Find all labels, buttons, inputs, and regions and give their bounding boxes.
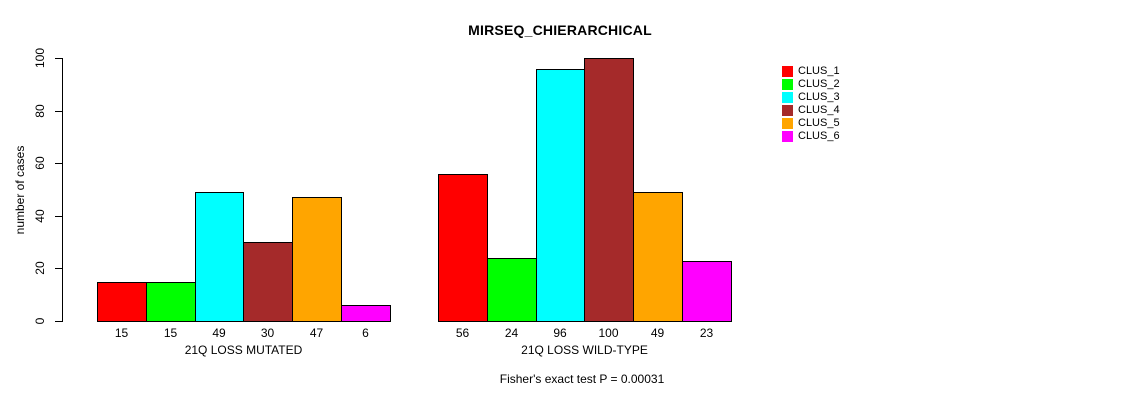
y-axis-tick [55, 216, 62, 217]
y-axis-tick-label: 40 [33, 209, 47, 223]
x-group-label: 21Q LOSS WILD-TYPE [521, 343, 648, 357]
bar-clus_3-group1 [195, 192, 244, 322]
chart-title: MIRSEQ_CHIERARCHICAL [468, 22, 652, 38]
legend-item: CLUS_4 [782, 104, 840, 117]
legend-item: CLUS_3 [782, 91, 840, 104]
bar-clus_3-group2 [536, 69, 585, 322]
legend-color-swatch [782, 66, 793, 77]
y-axis-tick-label: 100 [33, 47, 47, 69]
legend-color-swatch [782, 92, 793, 103]
bar-value-label: 15 [163, 326, 178, 340]
y-axis-tick-label: 0 [33, 317, 47, 325]
y-axis-tick [55, 111, 62, 112]
bar-value-label: 47 [309, 326, 324, 340]
bar-clus_1-group2 [438, 174, 488, 322]
legend-label: CLUS_6 [798, 130, 840, 142]
bar-value-label: 23 [699, 326, 714, 340]
legend-label: CLUS_4 [798, 104, 840, 116]
legend-label: CLUS_3 [798, 91, 840, 103]
bar-value-label: 49 [650, 326, 665, 340]
legend-item: CLUS_5 [782, 117, 840, 130]
bar-value-label: 56 [455, 326, 470, 340]
bar-clus_1-group1 [97, 282, 147, 322]
bar-value-label: 6 [362, 326, 369, 340]
bar-value-label: 15 [114, 326, 129, 340]
legend-item: CLUS_1 [782, 65, 840, 78]
x-group-label: 21Q LOSS MUTATED [184, 343, 303, 357]
legend-color-swatch [782, 105, 793, 116]
legend-color-swatch [782, 131, 793, 142]
bar-value-label: 100 [598, 326, 619, 340]
legend-color-swatch [782, 79, 793, 90]
bar-value-label: 30 [260, 326, 275, 340]
bar-clus_2-group1 [146, 282, 196, 322]
bar-clus_5-group2 [633, 192, 683, 322]
legend-item: CLUS_2 [782, 78, 840, 91]
y-axis-tick [55, 321, 62, 322]
legend-label: CLUS_1 [798, 65, 840, 77]
y-axis-tick-label: 60 [33, 156, 47, 170]
bar-clus_2-group2 [487, 258, 537, 322]
legend-item: CLUS_6 [782, 130, 840, 143]
bar-clus_5-group1 [292, 197, 342, 322]
legend-label: CLUS_2 [798, 78, 840, 90]
y-axis-tick [55, 268, 62, 269]
y-axis-line [62, 58, 63, 322]
bar-clus_6-group2 [682, 261, 732, 322]
bar-clus_6-group1 [341, 305, 391, 322]
legend-label: CLUS_5 [798, 117, 840, 129]
annotation-text: Fisher's exact test P = 0.00031 [499, 372, 665, 386]
y-axis-tick [55, 163, 62, 164]
y-axis-tick [55, 58, 62, 59]
bar-clus_4-group1 [243, 242, 293, 322]
bar-value-label: 24 [504, 326, 519, 340]
y-axis-tick-label: 80 [33, 104, 47, 118]
bar-value-label: 96 [553, 326, 567, 340]
legend-color-swatch [782, 118, 793, 129]
y-axis-tick-label: 20 [33, 261, 47, 275]
bar-value-label: 49 [212, 326, 226, 340]
y-axis-title: number of cases [13, 145, 27, 235]
bar-clus_4-group2 [584, 58, 634, 322]
